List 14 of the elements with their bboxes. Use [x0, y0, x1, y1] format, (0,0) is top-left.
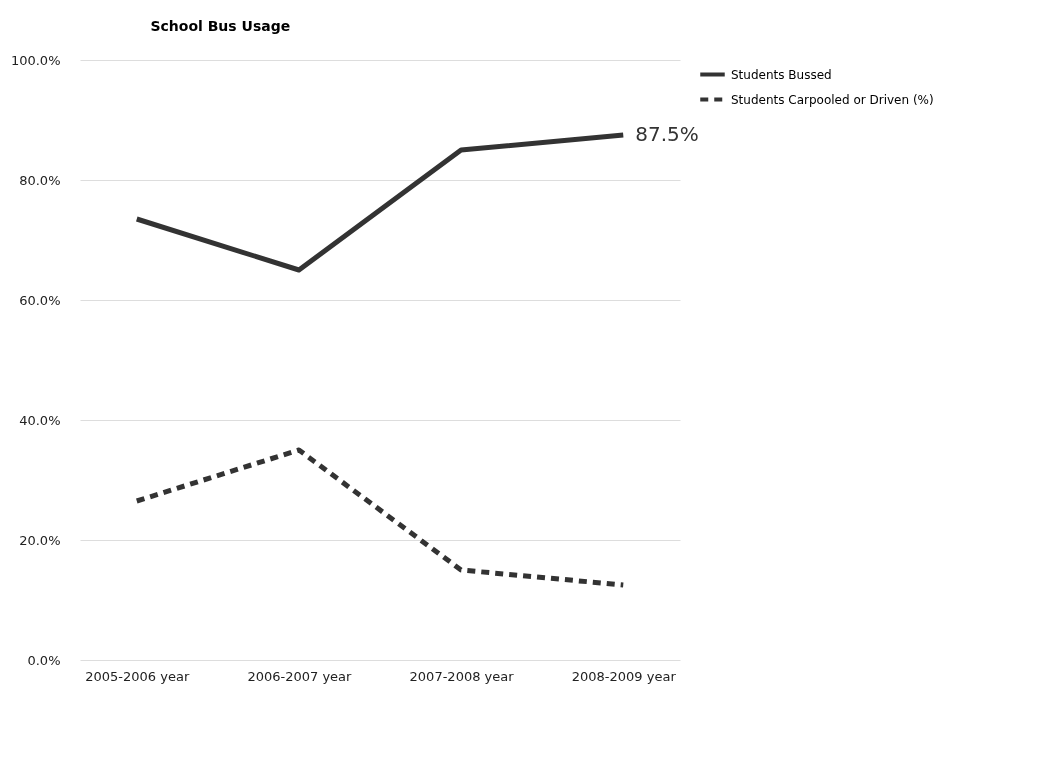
chart-title: School Bus Usage: [150, 18, 291, 34]
y-tick-label: 0.0%: [27, 652, 61, 668]
x-tick-label: 2008-2009 year: [571, 668, 677, 684]
y-tick-label: 20.0%: [19, 532, 61, 548]
y-tick-label: 80.0%: [19, 172, 61, 188]
annotation: 87.5%: [635, 122, 699, 146]
legend-label: Students Bussed: [731, 67, 832, 82]
y-tick-label: 60.0%: [19, 292, 61, 308]
x-tick-label: 2007-2008 year: [409, 668, 515, 684]
y-tick-label: 100.0%: [10, 52, 61, 68]
x-tick-label: 2006-2007 year: [247, 668, 353, 684]
y-tick-label: 40.0%: [19, 412, 61, 428]
legend-label: Students Carpooled or Driven (%): [731, 92, 934, 107]
x-tick-label: 2005-2006 year: [85, 668, 190, 684]
